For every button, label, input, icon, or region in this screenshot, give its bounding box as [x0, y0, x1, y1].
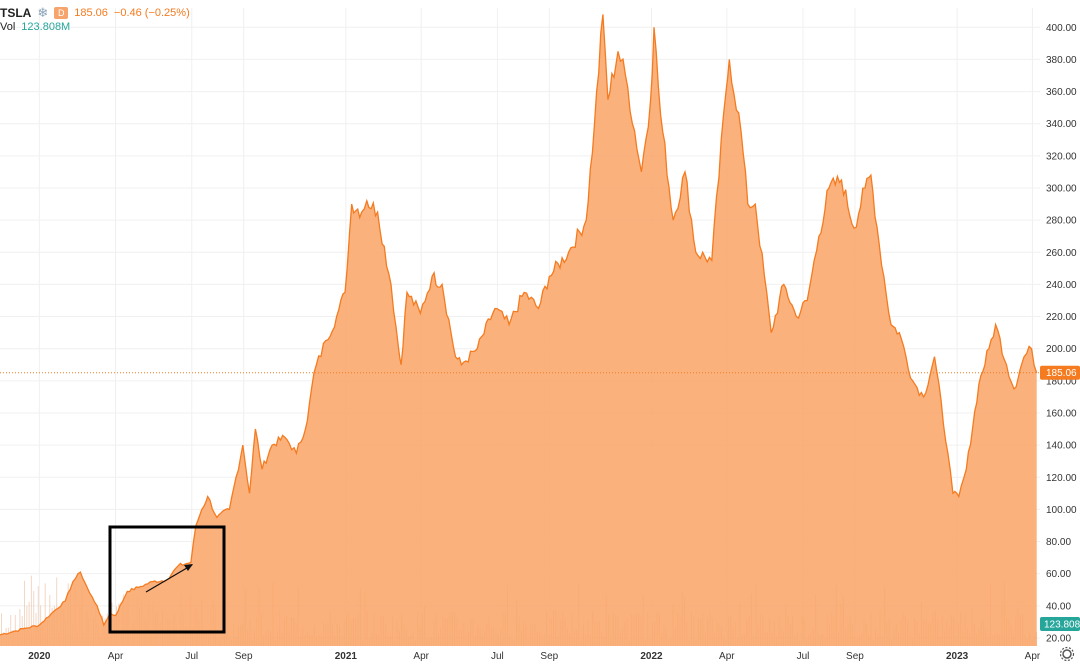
settings-gear-icon[interactable]: [1059, 646, 1075, 662]
x-tick-label: Sep: [540, 651, 558, 662]
last-price: 185.06: [74, 7, 108, 19]
price-area: [0, 14, 1037, 646]
y-tick-label: 20.00: [1046, 633, 1071, 644]
legend-price-row: TSLA ❄ D 185.06 −0.46 (−0.25%): [0, 5, 190, 21]
price-change: −0.46 (−0.25%): [113, 7, 190, 19]
highlight-box[interactable]: [108, 525, 226, 634]
axis-badges: 185.06 123.808: [1040, 365, 1080, 631]
y-tick-label: 200.00: [1046, 344, 1077, 355]
time-axis[interactable]: 2020 Apr Jul Sep 2021 Apr Jul Sep 2022 Apr Jul Sep 2…: [28, 651, 1041, 662]
drawing-annotation[interactable]: [108, 525, 226, 634]
y-tick-label: 80.00: [1046, 537, 1071, 548]
volume-label: Vol: [0, 21, 16, 33]
y-tick-label: 320.00: [1046, 151, 1077, 162]
legend-volume-row: Vol 123.808M: [0, 20, 190, 34]
x-tick-label: Jul: [185, 651, 198, 662]
y-tick-label: 380.00: [1046, 55, 1077, 66]
x-tick-label: Sep: [846, 651, 864, 662]
y-tick-label: 340.00: [1046, 119, 1077, 130]
interval-badge[interactable]: D: [54, 7, 69, 19]
x-tick-label: Sep: [235, 651, 253, 662]
x-tick-label: Jul: [797, 651, 810, 662]
legend: TSLA ❄ D 185.06 −0.46 (−0.25%) Vol 123.8…: [0, 6, 190, 34]
y-tick-label: 100.00: [1046, 505, 1077, 516]
y-tick-label: 120.00: [1046, 473, 1077, 484]
x-tick-label: 2023: [946, 651, 969, 662]
x-tick-label: Apr: [108, 651, 124, 662]
trend-arrow-head: [184, 564, 193, 571]
y-tick-label: 400.00: [1046, 23, 1077, 34]
volume-bar: [24, 580, 25, 646]
x-tick-label: 2021: [335, 651, 358, 662]
price-axis[interactable]: 20.00 40.00 60.00 80.00 100.00 120.00 140.00 16…: [1046, 23, 1077, 645]
volume-value: 123.808M: [21, 21, 71, 33]
y-tick-label: 140.00: [1046, 441, 1077, 452]
x-tick-label: 2020: [28, 651, 51, 662]
y-tick-label: 300.00: [1046, 183, 1077, 194]
volume-bar: [37, 586, 39, 646]
volume-bar: [33, 590, 35, 646]
price-line: [0, 14, 1038, 636]
volume-bar: [44, 583, 46, 646]
y-tick-label: 360.00: [1046, 87, 1077, 98]
trend-arrow[interactable]: [145, 564, 193, 593]
volume-badge-text: 123.808: [1044, 620, 1080, 631]
volume-bar: [19, 609, 21, 646]
volume-bar: [1, 613, 2, 646]
y-tick-label: 160.00: [1046, 408, 1077, 419]
y-tick-label: 240.00: [1046, 280, 1077, 291]
volume-bar: [26, 605, 28, 646]
x-tick-label: Jul: [491, 651, 504, 662]
y-tick-label: 180.00: [1046, 376, 1077, 387]
last-price-badge: [1040, 365, 1080, 380]
snowflake-icon[interactable]: ❄: [37, 5, 49, 20]
y-tick-label: 220.00: [1046, 312, 1077, 323]
y-tick-label: 280.00: [1046, 216, 1077, 227]
x-tick-label: Apr: [1025, 651, 1041, 662]
symbol-label[interactable]: TSLA: [0, 6, 32, 20]
x-tick-label: 2022: [640, 651, 663, 662]
x-tick-label: Apr: [719, 651, 735, 662]
volume-bar: [28, 601, 30, 646]
y-tick-label: 260.00: [1046, 248, 1077, 259]
volume-bar: [10, 614, 12, 646]
y-tick-label: 40.00: [1046, 601, 1071, 612]
volume-bar: [30, 575, 32, 646]
last-price-badge-text: 185.06: [1046, 368, 1077, 379]
x-tick-label: Apr: [413, 651, 429, 662]
y-tick-label: 60.00: [1046, 569, 1071, 580]
volume-badge: [1040, 617, 1080, 631]
